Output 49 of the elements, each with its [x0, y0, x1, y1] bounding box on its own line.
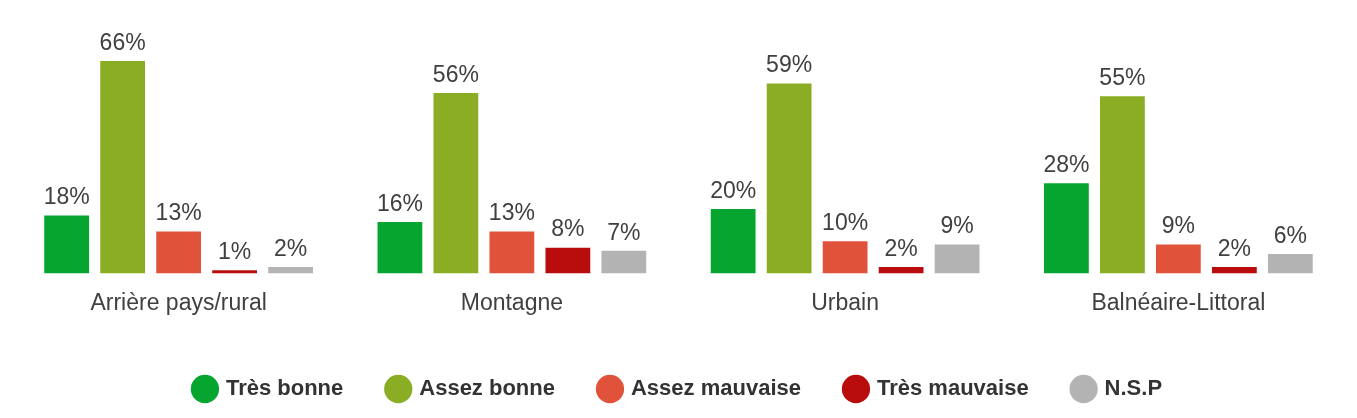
data-label: 59% — [766, 51, 813, 78]
data-label: 56% — [432, 60, 479, 87]
data-label: 10% — [822, 209, 869, 236]
x-tick-label: Urbain — [811, 288, 880, 315]
data-label: 16% — [376, 189, 423, 216]
bar — [268, 266, 313, 274]
data-label: 7% — [607, 218, 641, 245]
bar — [1211, 266, 1257, 274]
legend-label: Assez bonne — [419, 375, 555, 401]
bar — [822, 241, 868, 274]
data-label: 13% — [488, 199, 535, 226]
data-label: 66% — [99, 28, 146, 55]
x-tick-label: Arrière pays/rural — [90, 288, 267, 315]
data-label: 18% — [43, 183, 90, 210]
x-tick-label: Balnéaire-Littoral — [1091, 288, 1266, 315]
bar — [1155, 244, 1201, 274]
bar — [100, 60, 146, 274]
bar — [1267, 254, 1313, 274]
bar — [489, 231, 535, 274]
data-label: 9% — [940, 212, 974, 239]
bar — [710, 209, 756, 274]
bar — [1099, 96, 1145, 274]
data-label: 2% — [273, 234, 308, 261]
data-label: 8% — [551, 215, 585, 242]
legend-label: Très bonne — [225, 375, 344, 401]
legend-label: Assez mauvaise — [630, 375, 801, 401]
bar — [766, 83, 812, 274]
data-label: 2% — [884, 234, 918, 261]
bar — [156, 231, 202, 274]
bar — [1044, 183, 1089, 274]
bar — [212, 270, 258, 274]
data-label: 9% — [1161, 212, 1195, 239]
x-tick-label: Montagne — [460, 288, 564, 315]
bar — [44, 215, 90, 274]
bar — [545, 247, 591, 274]
legend-label: N.S.P — [1104, 375, 1163, 401]
bar — [878, 266, 924, 274]
data-label: 1% — [217, 238, 252, 265]
bar — [934, 244, 980, 274]
data-label: 28% — [1043, 151, 1090, 178]
bar — [377, 221, 423, 274]
data-label: 13% — [155, 199, 202, 226]
data-label: 55% — [1099, 64, 1146, 91]
data-label: 6% — [1273, 221, 1307, 248]
bar — [433, 93, 479, 274]
data-label: 2% — [1217, 234, 1251, 261]
data-label: 20% — [710, 176, 757, 203]
bar — [601, 250, 647, 274]
legend-label: Très mauvaise — [876, 375, 1029, 401]
